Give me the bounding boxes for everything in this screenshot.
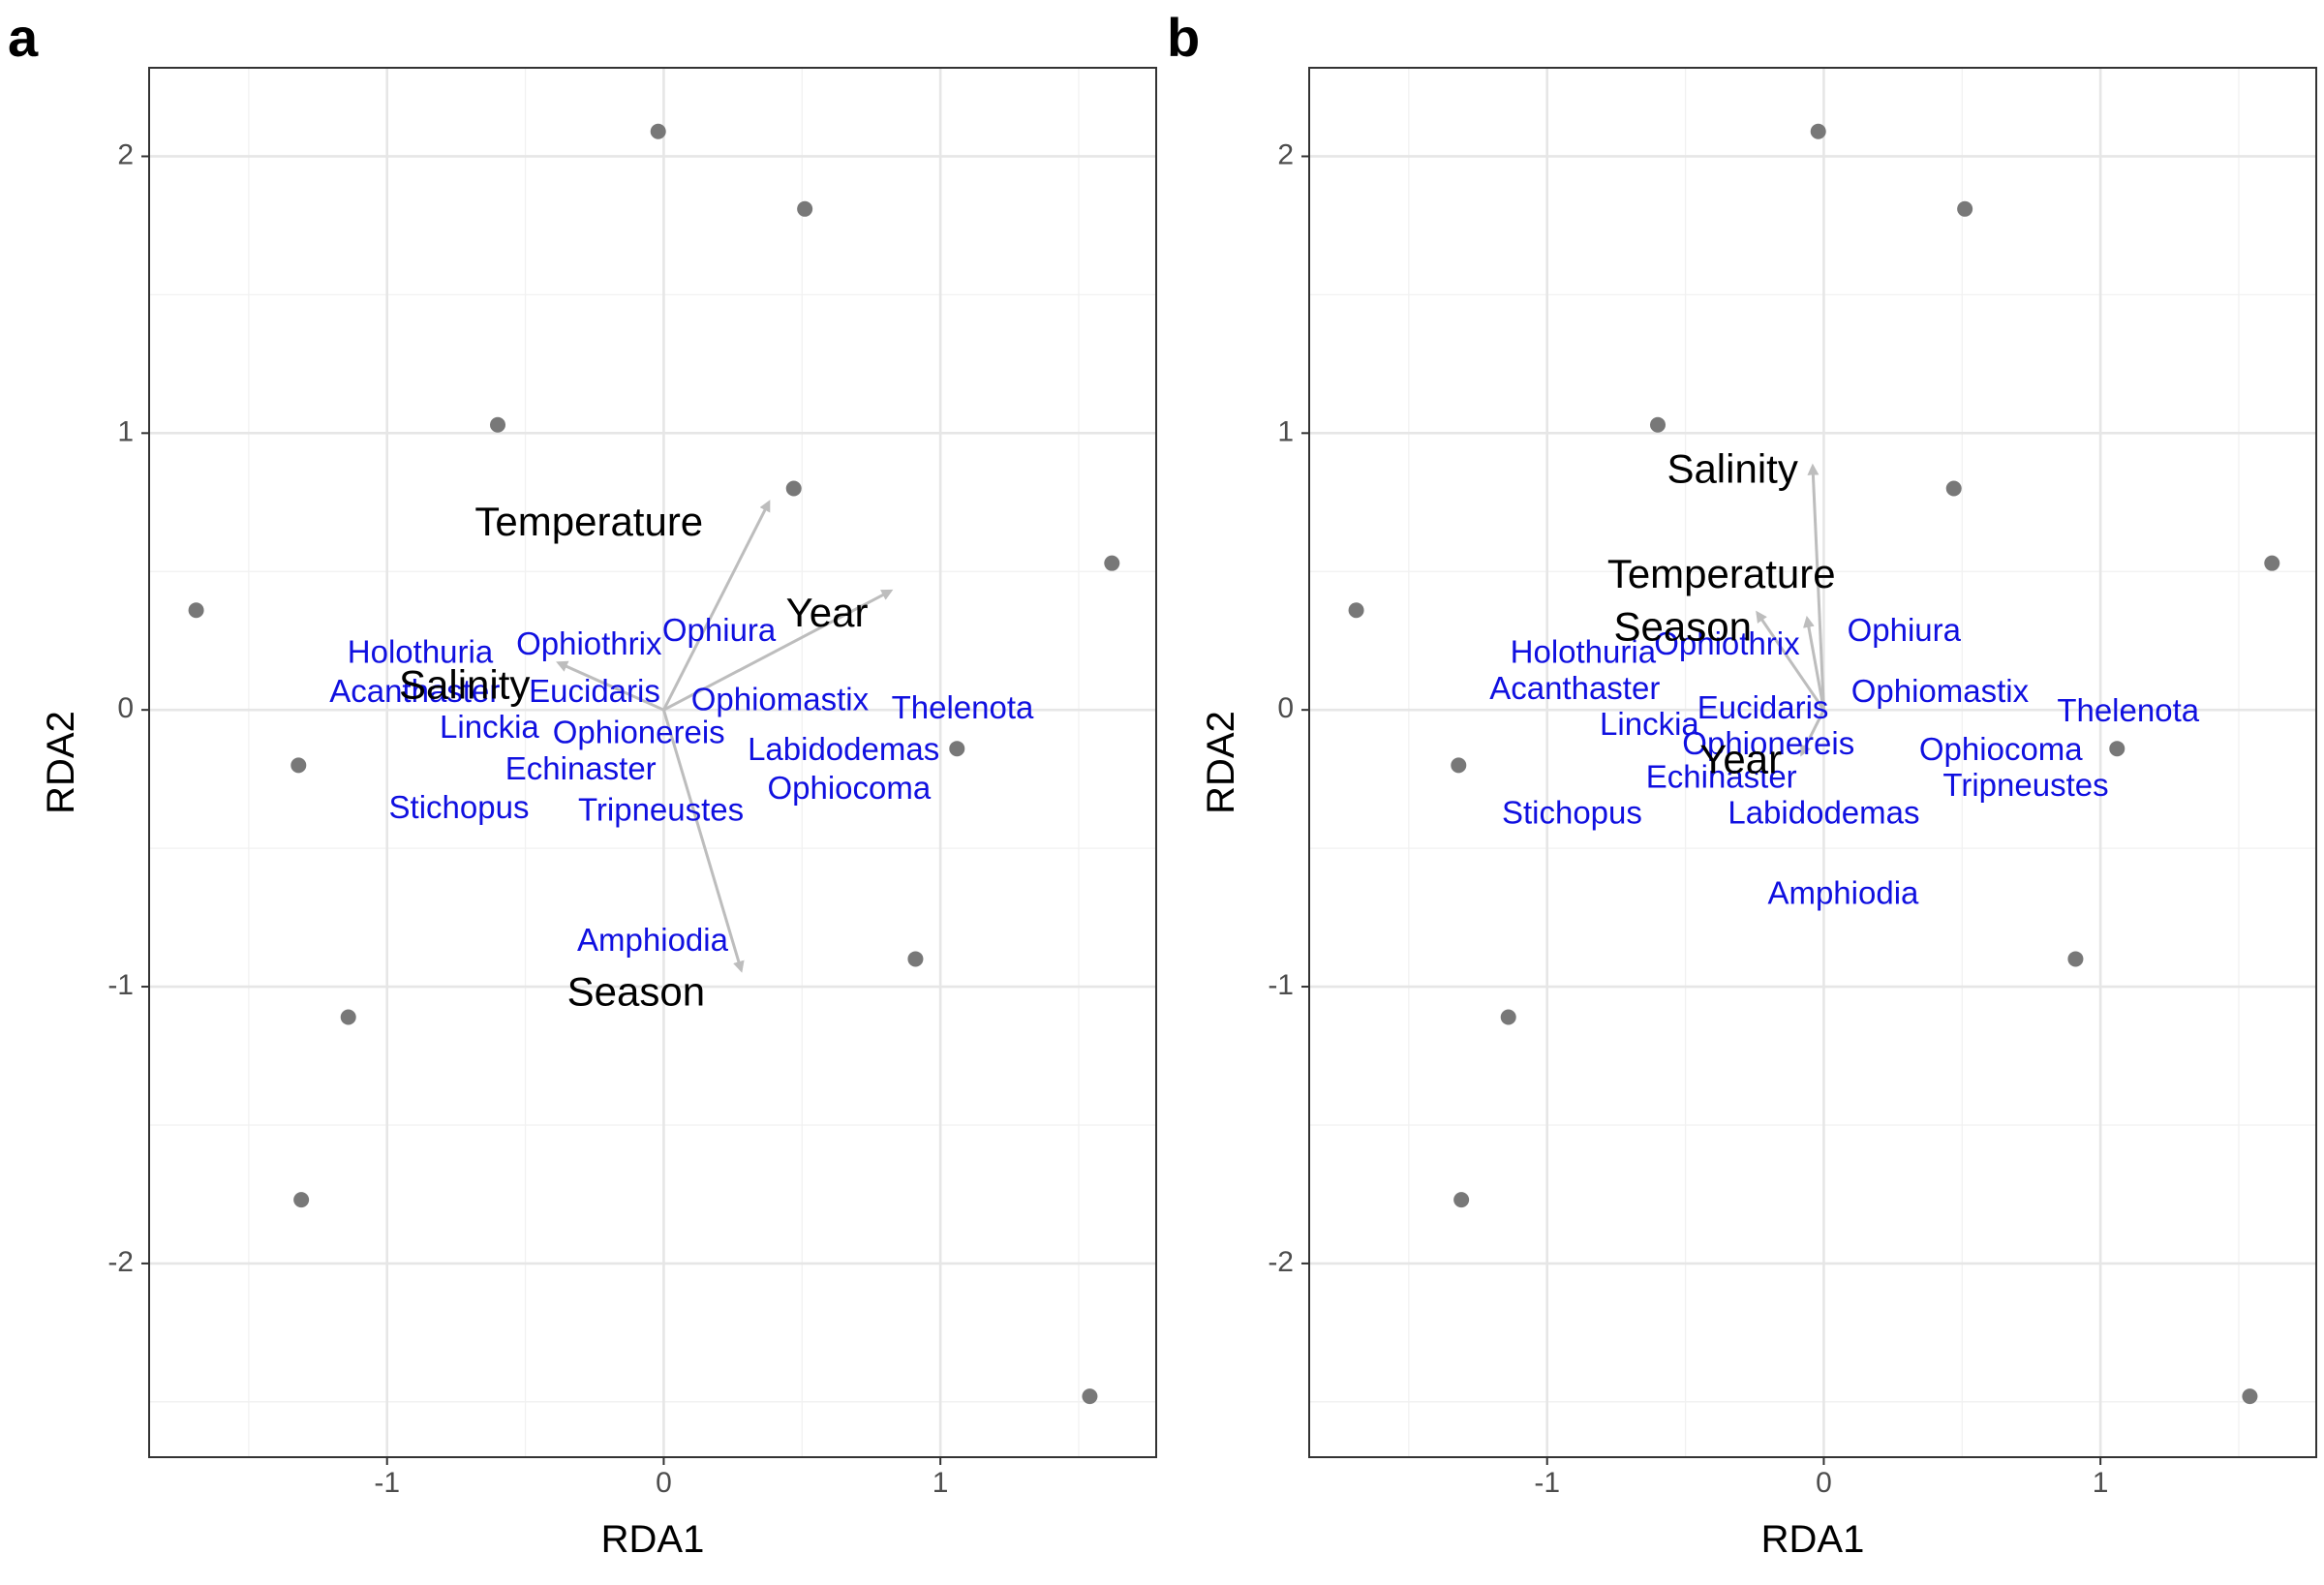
species-label: Linckia [1600,706,1699,742]
x-tick-label: -1 [1534,1467,1560,1499]
species-label: Holothuria [348,634,494,670]
species-label: Stichopus [1502,795,1642,831]
arrow-label: Salinity [1667,445,1797,491]
arrow-label: Salinity [399,661,530,707]
species-label: Tripneustes [578,792,744,828]
y-tick-label: 2 [117,138,134,170]
arrow-season [661,709,745,973]
y-tick-label: -1 [1268,969,1294,1001]
site-point [1957,200,1973,217]
site-point [785,480,802,497]
y-tick-label: -2 [1268,1246,1294,1278]
arrow-label: Year [1699,737,1782,782]
site-point [1451,757,1467,774]
species-label: Ophiomastix [691,681,870,716]
site-point [290,757,307,774]
site-point [2067,951,2084,967]
species-label: Ophiura [1848,612,1962,648]
site-point [1348,602,1364,619]
y-axis-title: RDA2 [1200,711,1242,814]
y-tick-label: 0 [1277,692,1294,724]
y-tick-label: 0 [117,692,134,724]
x-axis-title: RDA1 [601,1518,705,1561]
y-tick-label: 2 [1277,138,1294,170]
species-label: Echinaster [505,750,657,786]
site-point [1453,1192,1470,1208]
species-label: Ophiocoma [1919,731,2083,767]
site-point [188,602,204,619]
species-label: Ophiomastix [1851,673,2030,709]
site-point [907,951,924,967]
species-label: Echinaster [1646,758,1797,794]
site-point [650,123,666,139]
site-point [1082,1388,1098,1405]
panel-border [1308,67,2317,1458]
site-point [293,1192,310,1208]
species-label: Eucidaris [529,673,660,709]
arrow-label: Season [567,969,705,1015]
y-tick-label: -2 [107,1246,134,1278]
site-point [1500,1009,1516,1025]
panel-letter: b [1167,7,1200,68]
species-label: Holothuria [1511,634,1657,670]
species-label: Thelenota [2057,692,2199,728]
arrow-temperature [1802,615,1825,711]
species-label: Ophiocoma [767,770,931,806]
species-label: Labidodemas [1728,795,1919,831]
species-label: Ophiothrix [1654,625,1800,661]
species-label: Acanthaster [329,673,500,709]
species-label: Thelenota [892,689,1034,725]
arrow-salinity [556,660,665,712]
site-point [1945,480,1962,497]
arrow-season [1756,610,1825,712]
panel-a: Holothuria Ophiothrix Ophiura Acanthaster Eu… [8,7,1157,1561]
arrow-year [662,589,894,712]
site-point [797,200,813,217]
site-point [2264,555,2280,571]
site-point [2242,1388,2258,1405]
species-label: Ophionereis [553,715,725,750]
site-point [1650,416,1666,433]
species-label: Amphiodia [1767,874,1919,910]
species-label: Acanthaster [1489,670,1660,706]
site-point [340,1009,356,1025]
y-tick-label: 1 [117,415,134,447]
species-label: Stichopus [389,789,530,825]
arrow-label: Year [786,590,869,635]
arrow-temperature [662,500,771,711]
species-label: Eucidaris [1697,689,1829,725]
species-label: Tripneustes [1942,767,2108,803]
x-tick-label: 0 [1816,1467,1832,1499]
y-axis-title: RDA2 [40,711,82,814]
species-label: Ophiothrix [516,625,662,661]
species-label: Amphiodia [577,922,729,958]
site-point [490,416,505,433]
arrow-salinity [1807,463,1825,711]
arrow-label: Season [1613,603,1751,649]
site-point [949,741,965,757]
species-label: Ophionereis [1682,725,1854,761]
species-label: Ophiura [662,612,777,648]
site-point [1810,123,1826,139]
x-tick-label: 0 [656,1467,672,1499]
plot-background [1309,68,2316,1457]
y-tick-label: 1 [1277,415,1294,447]
x-tick-label: 1 [2093,1467,2109,1499]
plot-background [149,68,1156,1457]
site-point [2109,741,2125,757]
arrow-year [1800,709,1825,757]
x-tick-label: -1 [374,1467,400,1499]
arrow-label: Temperature [1607,551,1836,596]
panel-letter: a [8,7,39,68]
panel-border [148,67,1157,1458]
site-point [1104,555,1120,571]
x-axis-title: RDA1 [1761,1518,1865,1561]
arrow-label: Temperature [474,499,703,544]
x-tick-label: 1 [933,1467,949,1499]
species-label: Labidodemas [748,731,939,767]
species-label: Linckia [440,709,539,745]
y-tick-label: -1 [107,969,134,1001]
